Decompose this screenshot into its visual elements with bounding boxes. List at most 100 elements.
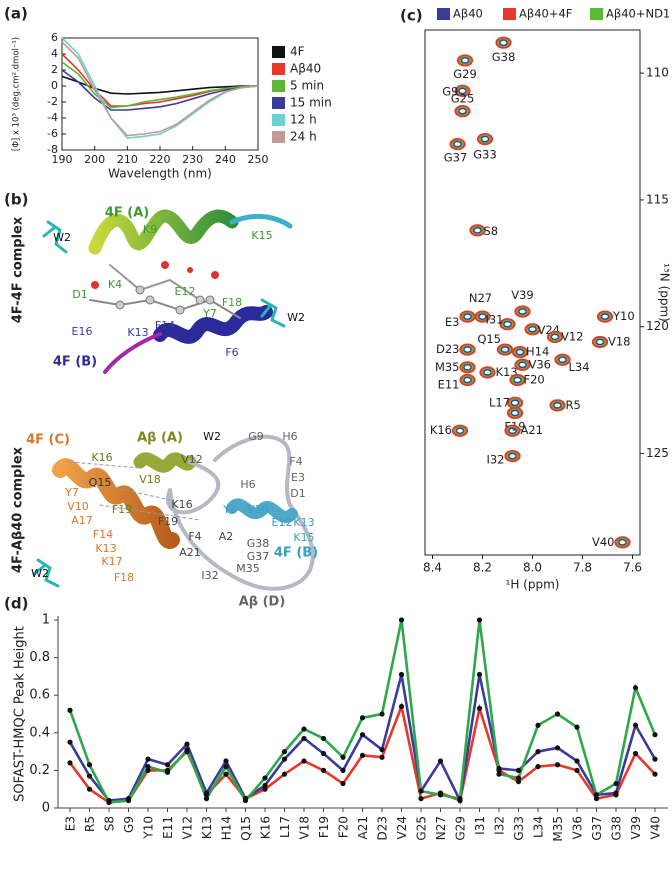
peak-label: E3 [445,315,460,329]
x-tick-label: S8 [103,816,117,831]
x-tick-label: K16 [259,816,273,839]
peak [471,225,484,235]
peak-height-point [145,756,151,762]
y-tick-label: 115 [646,192,669,206]
x-tick-label: 240 [215,153,236,166]
peak-height-point [67,739,73,745]
x-tick-label: G25 [415,816,429,841]
peak-label: G33 [473,148,497,162]
x-tick-label: 250 [248,153,269,166]
peak-height-point [125,797,132,804]
y-tick-label: 0.6 [29,688,50,703]
peak-label: I32 [486,453,504,467]
peak [469,224,486,237]
legend-swatch [272,80,285,92]
y-axis-label: [Φ] x 10³ (deg.cm².dmol⁻¹) [12,37,22,151]
peak [510,409,520,417]
residue-label: V10 [247,503,269,516]
residue-label: Q15 [89,476,112,489]
peak-height-point [145,764,151,770]
residue-label: K16 [171,498,192,511]
x-tick-label: G37 [590,816,604,841]
peak-height-point [359,715,366,721]
chain-label: 4F (B) [274,546,318,561]
peak-label: Q15 [477,332,501,346]
x-tick-label: E11 [161,816,175,839]
residue-label: F18 [114,571,134,584]
residue-label: F18 [222,296,242,309]
peak-height-point [496,765,502,772]
peak [480,135,490,143]
peak [595,338,605,346]
y-tick-label: 2 [51,63,58,76]
peak-height-point [632,750,639,757]
x-axis-label: Wavelength (nm) [108,167,212,181]
peak [463,364,472,371]
residue-label: A2 [219,530,234,543]
legend-swatch [437,8,450,20]
peak-height-point [515,779,522,785]
peak [458,87,467,95]
peak [518,361,527,369]
peak-label: K16 [430,423,452,437]
peak-label: Y10 [612,309,635,323]
peak [528,325,537,333]
peak [503,320,512,328]
residue-label: E12 [175,285,196,298]
peak-height-point [554,745,561,751]
residue-label: I32 [201,569,218,582]
x-tick-label: 7.8 [573,561,592,575]
peak [451,424,469,437]
x-tick-label: R5 [83,816,97,832]
legend-swatch [272,131,285,143]
peak [511,346,529,359]
chain-label: Aβ (D) [239,595,286,610]
peak-label: V36 [529,357,552,371]
legend-label: 12 h [290,113,317,127]
peak-label: L34 [569,360,590,374]
peak [461,375,474,385]
peak [459,373,476,387]
residue-label: Y7 [202,307,217,320]
peak [600,313,610,320]
x-tick-label: E3 [64,816,78,831]
x-tick-label: Q15 [239,816,253,841]
peak [460,57,470,64]
residue-label: W2 [31,567,49,580]
peak [499,39,508,46]
peak [461,345,474,354]
peak-height-point [203,796,210,802]
residue-label: F4 [289,455,302,468]
peak [511,375,524,385]
legend-swatch [272,46,285,58]
chain-label: Aβ (A) [137,431,183,446]
x-tick-label: G29 [454,816,468,841]
peak-label: G38 [492,50,516,64]
peak-label: M35 [435,360,460,374]
peak-label: F20 [524,373,545,387]
peak [497,38,510,48]
legend-swatch [503,8,516,20]
peak-height-point [301,758,307,764]
residue-label: V18 [139,473,161,486]
y-tick-label: -2 [47,95,58,108]
x-tick-label: 220 [150,153,171,166]
peak [514,305,531,318]
peak-label: E11 [438,378,460,392]
peak-height-point [320,735,327,742]
peak-height-point [476,705,483,711]
residue-label: K13 [127,326,148,339]
residue-label: F4 [188,530,201,543]
peak [506,426,519,436]
peak-label: I31 [485,313,503,327]
peak-height-point [574,724,580,730]
x-tick-label: G38 [610,816,624,841]
peak [516,360,529,370]
peak [454,84,471,97]
peak [614,536,631,549]
peak-height-point [359,732,366,738]
peak-height-point [398,671,405,678]
x-tick-label: Y10 [142,816,156,840]
legend-label: Aβ40+ND1 [606,7,670,21]
